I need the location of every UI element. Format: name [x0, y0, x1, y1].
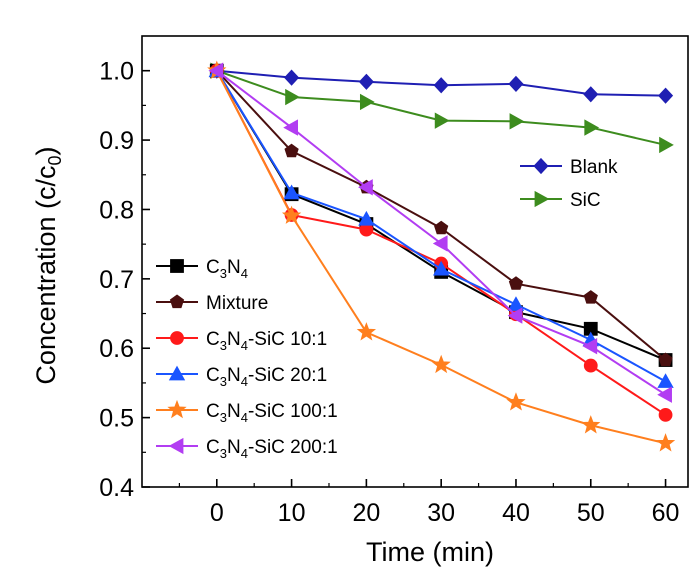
- data-point-sic: [434, 112, 450, 129]
- data-point-blank: [583, 86, 599, 103]
- legends: Blank SiC C3N4 Mixture C3N4-SiC 10:1 C3N4-SiC…: [156, 157, 618, 461]
- data-point-c3n4-sic-100-1: [281, 205, 302, 224]
- data-point-blank: [433, 77, 449, 94]
- data-point-c3n4-sic-100-1: [581, 415, 601, 434]
- legend-label-c3n4: C3N4: [206, 257, 248, 281]
- x-tick-label: 0: [210, 499, 224, 527]
- data-point-c3n4-sic-10-1: [658, 407, 673, 422]
- legend-label-blank: Blank: [570, 157, 618, 178]
- data-point-c3n4-sic-200-1: [432, 235, 448, 252]
- data-point-blank: [508, 75, 524, 92]
- data-point-c3n4-sic-20-1: [283, 184, 300, 200]
- data-point-mixture: [658, 352, 673, 367]
- data-point-c3n4-sic-200-1: [283, 119, 298, 136]
- data-point-c3n4-sic-100-1: [356, 322, 377, 341]
- y-tick-label: 1.0: [99, 58, 134, 86]
- legend-label-sic: SiC: [570, 190, 601, 211]
- y-tick-label: 0.5: [99, 405, 134, 433]
- data-point-blank: [284, 69, 300, 86]
- legend-marker-c3n4-sic-10-1: [170, 331, 184, 345]
- data-point-blank: [658, 87, 674, 104]
- y-tick-label: 0.9: [99, 127, 134, 155]
- legend-label-mixture: Mixture: [206, 293, 268, 314]
- x-axis-title: Time (min): [366, 537, 494, 567]
- x-tick-label: 60: [652, 499, 680, 527]
- data-point-sic: [659, 136, 674, 154]
- data-point-c3n4-sic-100-1: [506, 392, 526, 411]
- legend-marker-c3n4-sic-20-1: [168, 365, 186, 381]
- y-tick-label: 0.7: [99, 266, 134, 294]
- legend-label-c3n4-sic-10-1: C3N4-SiC 10:1: [206, 329, 327, 353]
- data-point-c3n4-sic-200-1: [582, 337, 598, 355]
- data-point-sic: [509, 113, 525, 130]
- data-point-blank: [358, 73, 374, 90]
- data-point-c3n4-sic-100-1: [655, 433, 676, 452]
- legend-marker-c3n4-sic-100-1: [167, 399, 187, 419]
- data-point-sic: [285, 88, 300, 106]
- series-blank: [209, 62, 674, 104]
- data-point-c3n4-sic-200-1: [358, 179, 373, 196]
- y-tick-label: 0.4: [99, 474, 134, 502]
- x-tick-label: 30: [427, 499, 455, 527]
- y-axis-ticks: 0.4 0.5 0.6 0.7 0.8 0.9 1.0: [99, 58, 150, 502]
- x-tick-label: 20: [352, 499, 380, 527]
- data-point-mixture: [284, 143, 299, 158]
- data-point-mixture: [583, 290, 598, 304]
- series-c3n4: [209, 63, 673, 367]
- series-line-mixture: [216, 70, 667, 361]
- y-axis-title-close: ): [31, 146, 61, 155]
- series-mixture: [209, 63, 673, 367]
- plot-frame: [141, 35, 689, 488]
- series-line-c3n4: [215, 70, 666, 361]
- data-point-c3n4-sic-200-1: [507, 307, 523, 324]
- legend-label-c3n4-sic-100-1: C3N4-SiC 100:1: [206, 401, 338, 425]
- legend-lower-left: C3N4 Mixture C3N4-SiC 10:1 C3N4-SiC 20:1 C3N…: [156, 257, 338, 461]
- legend-marker-c3n4: [170, 259, 184, 273]
- data-point-c3n4-sic-100-1: [431, 354, 451, 374]
- data-point-c3n4-sic-20-1: [507, 296, 525, 311]
- legend-label-c3n4-sic-200-1: C3N4-SiC 200:1: [206, 437, 338, 461]
- x-tick-label: 10: [278, 499, 306, 527]
- data-point-c3n4-sic-20-1: [657, 373, 674, 388]
- series-c3n4-sic-200-1: [208, 62, 672, 403]
- plot-area-border: [141, 35, 689, 488]
- legend-upper-right: Blank SiC: [520, 157, 618, 211]
- data-point-c3n4-sic-10-1: [583, 358, 598, 373]
- data-point-c3n4-sic-200-1: [657, 386, 672, 403]
- data-point-c3n4-sic-20-1: [358, 210, 375, 226]
- y-tick-label: 0.6: [99, 335, 134, 363]
- data-point-mixture: [434, 220, 449, 235]
- legend-marker-sic: [534, 190, 550, 208]
- legend-label-c3n4-sic-20-1: C3N4-SiC 20:1: [206, 365, 327, 389]
- data-point-mixture: [508, 276, 524, 290]
- data-point-c3n4-sic-20-1: [432, 260, 450, 276]
- x-tick-label: 40: [502, 499, 530, 527]
- y-axis-title-subscript: 0: [45, 155, 65, 165]
- legend-marker-c3n4-sic-200-1: [168, 437, 184, 455]
- data-point-sic: [584, 119, 600, 136]
- data-point-sic: [359, 93, 375, 111]
- x-axis-ticks: 0 10 20 30 40 50 60: [178, 479, 680, 527]
- x-tick-label: 50: [577, 499, 605, 527]
- y-axis-title: Concentration (c/c0): [31, 146, 65, 384]
- y-axis-title-main: Concentration (c/c: [31, 165, 61, 384]
- y-tick-label: 0.8: [99, 196, 134, 224]
- series-layer: [207, 60, 676, 452]
- data-point-c3n4-sic-200-1: [208, 62, 224, 79]
- legend-marker-mixture: [169, 294, 185, 309]
- legend-marker-blank: [533, 157, 549, 175]
